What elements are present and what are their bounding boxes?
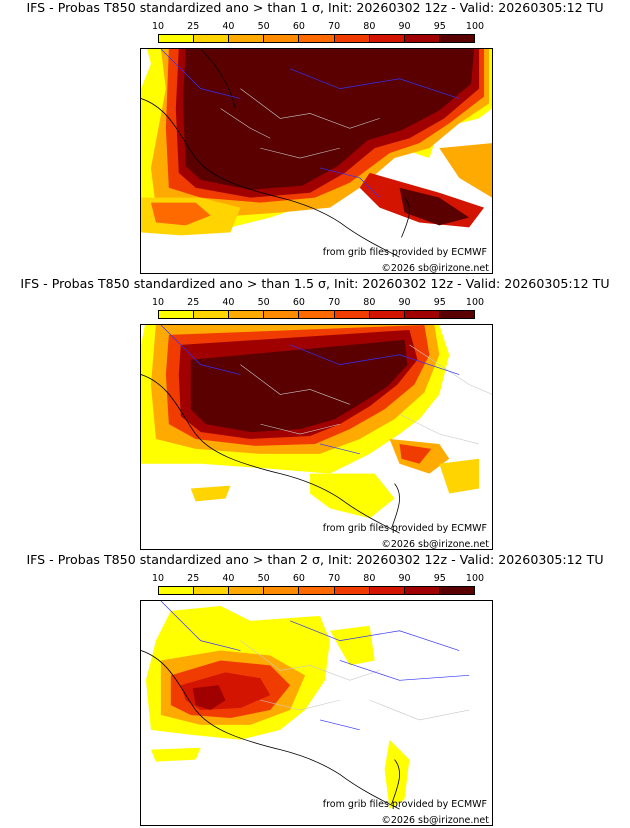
colorbar-tick-label: 60 xyxy=(292,573,305,584)
colorbar-tick-label: 80 xyxy=(363,21,376,32)
colorbar-tick-label: 95 xyxy=(433,297,446,308)
colorbar-tick-label: 50 xyxy=(257,21,270,32)
colorbar-segment xyxy=(159,587,195,594)
colorbar-segment xyxy=(264,311,300,318)
copyright-text: ©2026 sb@irizone.net xyxy=(381,815,489,826)
colorbar-tick-label: 10 xyxy=(151,297,165,308)
colorbar-tick-label: 95 xyxy=(433,573,446,584)
colorbar-tick-label: 50 xyxy=(257,297,270,308)
map-plot xyxy=(141,601,470,810)
colorbar-tick-label: 90 xyxy=(398,297,411,308)
colorbar-tick-label: 25 xyxy=(187,297,200,308)
probability-map xyxy=(140,48,493,274)
colorbar-ticks: 10 25 40 50 60 70 80 90 95 100 xyxy=(0,573,630,585)
colorbar-segment xyxy=(159,35,195,42)
panel-title: IFS - Probas T850 standardized ano > tha… xyxy=(20,276,610,291)
colorbar-ticks: 10 25 40 50 60 70 80 90 95 100 xyxy=(0,21,630,33)
colorbar-tick-label: 50 xyxy=(257,573,270,584)
colorbar-segment xyxy=(404,311,440,318)
colorbar-segment xyxy=(194,587,230,594)
colorbar-segment xyxy=(264,35,300,42)
probability-map-panel-2: IFS - Probas T850 standardized ano > tha… xyxy=(0,276,630,552)
colorbar-tick-label: 95 xyxy=(433,21,446,32)
colorbar-segment xyxy=(334,35,370,42)
colorbar-tick-label: 40 xyxy=(222,21,235,32)
colorbar xyxy=(158,586,475,595)
colorbar-tick-label: 10 xyxy=(151,573,165,584)
colorbar-segment xyxy=(439,35,474,42)
colorbar-tick-label: 25 xyxy=(187,573,200,584)
colorbar-tick-label: 40 xyxy=(222,573,235,584)
credit-text: from grib files provided by ECMWF xyxy=(322,247,487,258)
colorbar-segment xyxy=(404,35,440,42)
colorbar-tick-label: 100 xyxy=(465,21,485,32)
colorbar-tick-label: 80 xyxy=(363,297,376,308)
colorbar-tick-label: 60 xyxy=(292,21,305,32)
colorbar-tick-label: 90 xyxy=(398,21,411,32)
colorbar-segment xyxy=(404,587,440,594)
credit-text: from grib files provided by ECMWF xyxy=(322,799,487,810)
colorbar-tick-label: 90 xyxy=(398,573,411,584)
colorbar-tick-label: 25 xyxy=(187,21,200,32)
colorbar-tick-label: 100 xyxy=(465,297,485,308)
colorbar-segment xyxy=(229,587,265,594)
colorbar-segment xyxy=(299,35,335,42)
colorbar xyxy=(158,310,475,319)
colorbar-segment xyxy=(369,587,405,594)
colorbar-tick-label: 70 xyxy=(328,573,341,584)
colorbar-tick-label: 70 xyxy=(328,297,341,308)
colorbar-segment xyxy=(439,587,474,594)
panel-title: IFS - Probas T850 standardized ano > tha… xyxy=(26,0,604,15)
colorbar-tick-label: 40 xyxy=(222,297,235,308)
colorbar-segment xyxy=(299,311,335,318)
copyright-text: ©2026 sb@irizone.net xyxy=(381,263,489,274)
colorbar-segment xyxy=(439,311,474,318)
panel-title: IFS - Probas T850 standardized ano > tha… xyxy=(26,552,604,567)
colorbar-segment xyxy=(159,311,195,318)
colorbar-segment xyxy=(264,587,300,594)
credit-text: from grib files provided by ECMWF xyxy=(322,523,487,534)
colorbar-segment xyxy=(194,311,230,318)
copyright-text: ©2026 sb@irizone.net xyxy=(381,539,489,550)
colorbar-segment xyxy=(229,35,265,42)
probability-map xyxy=(140,324,493,550)
colorbar-tick-label: 80 xyxy=(363,573,376,584)
colorbar-segment xyxy=(299,587,335,594)
colorbar-segment xyxy=(194,35,230,42)
colorbar-segment xyxy=(369,35,405,42)
colorbar-ticks: 10 25 40 50 60 70 80 90 95 100 xyxy=(0,297,630,309)
colorbar-segment xyxy=(334,587,370,594)
probability-map-panel-1: IFS - Probas T850 standardized ano > tha… xyxy=(0,0,630,276)
colorbar-segment xyxy=(229,311,265,318)
colorbar-segment xyxy=(334,311,370,318)
probability-map-panel-3: IFS - Probas T850 standardized ano > tha… xyxy=(0,552,630,828)
map-plot xyxy=(141,49,492,258)
colorbar-tick-label: 60 xyxy=(292,297,305,308)
colorbar-segment xyxy=(369,311,405,318)
colorbar xyxy=(158,34,475,43)
map-plot xyxy=(141,325,492,534)
colorbar-tick-label: 70 xyxy=(328,21,341,32)
colorbar-tick-label: 100 xyxy=(465,573,485,584)
colorbar-tick-label: 10 xyxy=(151,21,165,32)
probability-map xyxy=(140,600,493,826)
